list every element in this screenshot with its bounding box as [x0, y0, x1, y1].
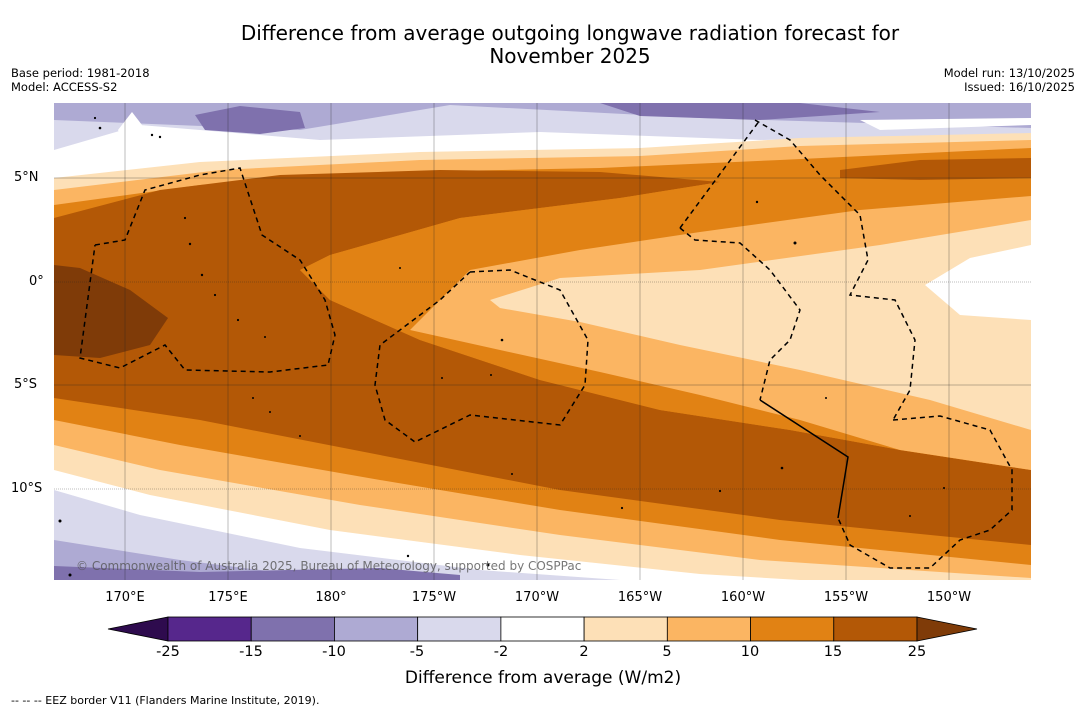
patch-north-white-right [860, 118, 1031, 130]
copyright-text: © Commonwealth of Australia 2025, Bureau… [76, 559, 581, 573]
band-north-strip-15 [840, 158, 1031, 180]
eez-border-central [374, 269, 589, 443]
lat-tick-5s: 5°S [14, 377, 38, 392]
colorbar-cell [500, 616, 585, 642]
colorbar-label: 10 [740, 644, 760, 660]
lon-tick-175w: 175°W [411, 590, 457, 605]
colorbar-cells [167, 616, 918, 642]
colorbar-cell [666, 616, 751, 642]
patch-north-white-left [118, 112, 142, 142]
colorbar-cell [833, 616, 918, 642]
colorbar-cell [250, 616, 335, 642]
colorbar-label: -10 [322, 644, 346, 660]
title-line-1: Difference from average outgoing longwav… [240, 21, 900, 45]
islands [58, 116, 945, 577]
eez-border-northeast [754, 119, 916, 421]
colorbar-cell [417, 616, 502, 642]
patch-north-mid-purple [195, 106, 305, 134]
band-east-white [925, 245, 1031, 320]
patch-north-purple-right [600, 103, 880, 120]
band-south-pale [54, 490, 620, 580]
lon-tick-160w: 160°W [720, 590, 766, 605]
eez-border-southeast [837, 415, 1013, 569]
colorbar-label: -15 [239, 644, 263, 660]
model-run: Model run: 13/10/2025 [943, 66, 1075, 80]
lat-tick-5n: 5°N [14, 170, 39, 185]
colorbar-extend-high [916, 616, 978, 642]
lat-tick-10s: 10°S [11, 481, 43, 496]
colorbar-cell [334, 616, 419, 642]
colorbar-cell [583, 616, 668, 642]
chart-title: Difference from average outgoing longwav… [0, 22, 1085, 68]
eez-border-west [79, 167, 336, 373]
lon-tick-170e: 170°E [105, 590, 145, 605]
colorbar-label: -2 [493, 644, 509, 660]
model-name: Model: ACCESS-S2 [11, 80, 118, 94]
colorbar-label: 15 [823, 644, 843, 660]
meta-right: Model run: 13/10/2025 Issued: 16/10/2025 [944, 66, 1075, 94]
eez-legend-footer: -- -- -- EEZ border V11 (Flanders Marine… [11, 694, 320, 707]
colorbar [107, 616, 978, 642]
meta-left: Base period: 1981-2018 Model: ACCESS-S2 [11, 66, 150, 94]
band-east-plus2 [490, 220, 1031, 430]
colorbar-label: 5 [662, 644, 672, 660]
lon-tick-170w: 170°W [514, 590, 560, 605]
colorbar-label: -5 [409, 644, 425, 660]
colorbar-cell [167, 616, 252, 642]
band-southwest-mid-purple [54, 566, 460, 580]
map-area [54, 103, 1031, 580]
lon-tick-180: 180° [315, 590, 347, 605]
eez-borders [79, 119, 1013, 569]
gridlines [54, 103, 1031, 580]
colorbar-label: 25 [907, 644, 927, 660]
colorbar-label: 2 [579, 644, 589, 660]
lon-tick-165w: 165°W [617, 590, 663, 605]
colorbar-title: Difference from average (W/m2) [404, 668, 682, 688]
eez-border-solid [759, 399, 849, 519]
colorbar-cell [750, 616, 835, 642]
lat-tick-0: 0° [29, 274, 44, 289]
issued-date: Issued: 16/10/2025 [964, 80, 1075, 94]
lon-tick-155w: 155°W [823, 590, 869, 605]
eez-border-line-pacific [679, 119, 801, 401]
colorbar-extend-low [107, 616, 169, 642]
lon-tick-150w: 150°W [926, 590, 972, 605]
colorbar-label: -25 [156, 644, 180, 660]
lon-tick-175e: 175°E [208, 590, 248, 605]
base-period: Base period: 1981-2018 [11, 66, 150, 80]
title-line-2: November 2025 [489, 44, 651, 68]
